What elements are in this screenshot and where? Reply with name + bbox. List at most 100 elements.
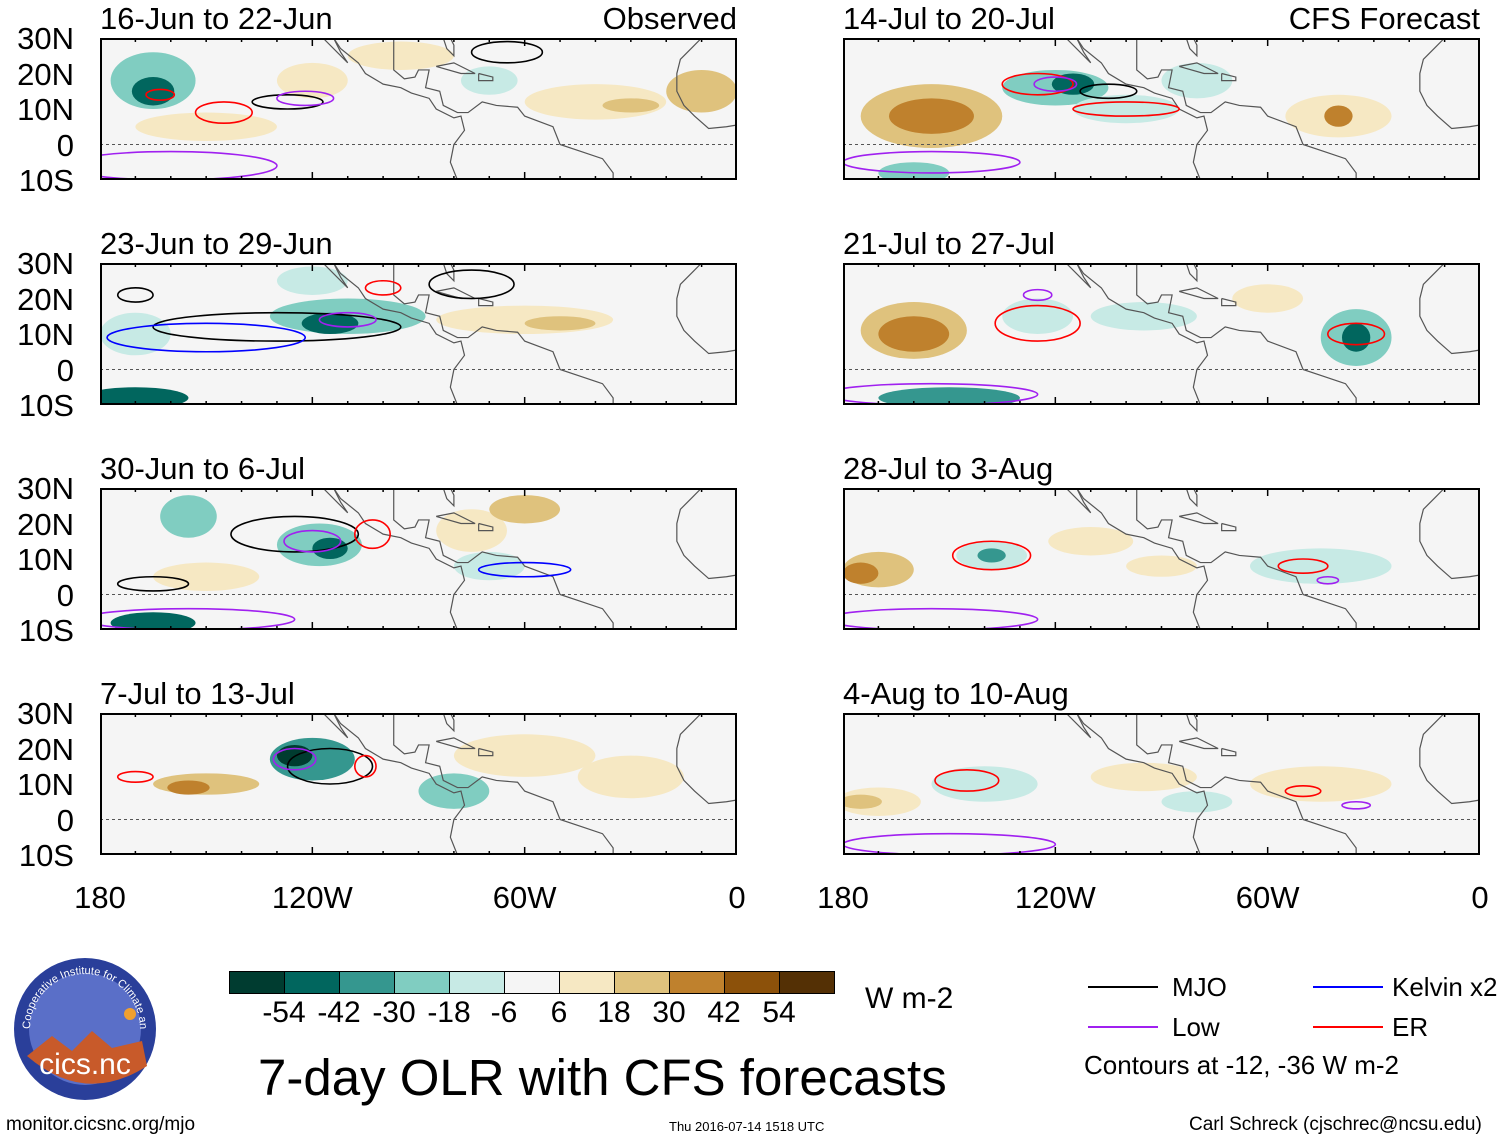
panel-source-tag: CFS Forecast xyxy=(1288,1,1480,36)
coastline xyxy=(1185,488,1198,508)
lon-label: 180 xyxy=(74,880,126,915)
colorbar-swatch xyxy=(449,971,505,994)
olr-anomaly-region xyxy=(276,266,348,295)
coastline xyxy=(478,297,494,307)
wave-contour xyxy=(152,311,402,342)
olr-anomaly-region xyxy=(602,98,660,113)
coastline xyxy=(436,512,476,525)
olr-anomaly-region xyxy=(843,562,879,584)
coastline xyxy=(436,737,476,750)
legend-line-mjo xyxy=(1088,986,1158,988)
coastline xyxy=(1076,38,1209,180)
olr-anomaly-region xyxy=(878,162,950,180)
wave-contour xyxy=(353,754,377,778)
coastline xyxy=(1076,263,1209,405)
colorbar-swatch xyxy=(614,971,670,994)
map-background xyxy=(100,263,737,405)
colorbar-swatch xyxy=(559,971,615,994)
colorbar-label: 42 xyxy=(707,996,741,1029)
olr-anomaly-region xyxy=(1249,548,1392,584)
olr-anomaly-region xyxy=(843,794,882,809)
wave-contour xyxy=(194,101,253,125)
coastline xyxy=(393,713,614,855)
lat-label: 10N xyxy=(17,542,74,577)
map-panel xyxy=(100,38,737,180)
lat-label: 30N xyxy=(17,471,74,506)
map-panel xyxy=(100,488,737,630)
wave-contour xyxy=(251,94,324,110)
olr-anomaly-region xyxy=(135,112,277,141)
legend-label-er: ER xyxy=(1392,1012,1429,1042)
panel-title: 14-Jul to 20-Jul xyxy=(843,1,1055,36)
coastline xyxy=(1419,488,1480,580)
coastline xyxy=(676,488,737,580)
coastline xyxy=(436,62,476,75)
wave-contour xyxy=(477,561,572,578)
lat-label: 30N xyxy=(17,696,74,731)
wave-contour xyxy=(230,515,360,553)
lat-label: 10N xyxy=(17,767,74,802)
coastline xyxy=(676,38,737,130)
cics-logo: Cooperative Institute for Climate and Sa… xyxy=(8,947,158,1102)
logo-text: cics.nc xyxy=(39,1048,131,1081)
legend-label-mjo: MJO xyxy=(1172,972,1227,1002)
olr-anomaly-region xyxy=(153,562,260,591)
wave-contour xyxy=(843,607,1039,630)
coastline xyxy=(333,713,466,855)
coastline xyxy=(442,488,455,508)
map-panel xyxy=(843,38,1480,180)
footer-url[interactable]: monitor.cicsnc.org/mjo xyxy=(6,1114,196,1135)
panel-title: 28-Jul to 3-Aug xyxy=(843,451,1054,486)
legend-label-low: Low xyxy=(1172,1012,1220,1042)
olr-anomaly-region xyxy=(577,755,684,799)
olr-anomaly-region xyxy=(1341,323,1371,352)
olr-anomaly-region xyxy=(1048,527,1134,556)
lat-label: 10N xyxy=(17,317,74,352)
figure-title: 7-day OLR with CFS forecasts xyxy=(258,1049,947,1106)
olr-anomaly-region xyxy=(1232,284,1304,313)
logo-globe-icon: Cooperative Institute for Climate and Sa… xyxy=(8,947,156,1100)
olr-anomaly-region xyxy=(453,551,525,581)
map-panel xyxy=(843,713,1480,855)
coastline xyxy=(1221,522,1237,532)
wave-contour xyxy=(286,747,374,785)
olr-anomaly-region xyxy=(347,41,454,70)
wave-contour xyxy=(318,311,377,328)
olr-anomaly-region xyxy=(276,62,348,99)
olr-anomaly-region xyxy=(889,98,974,134)
colorbar-swatch xyxy=(779,971,835,994)
olr-anomaly-region xyxy=(436,509,507,552)
wave-contour xyxy=(116,770,154,784)
olr-anomaly-region xyxy=(878,387,1020,405)
coastline xyxy=(442,263,455,283)
map-panel xyxy=(843,488,1480,630)
olr-anomaly-region xyxy=(1324,105,1353,127)
lat-label: 30N xyxy=(17,246,74,281)
coastline xyxy=(1179,62,1219,75)
coastline xyxy=(322,713,349,739)
olr-anomaly-region xyxy=(100,387,189,405)
coastline xyxy=(1065,263,1092,289)
lat-label: 10S xyxy=(18,613,74,648)
coastline xyxy=(333,263,466,405)
coastline xyxy=(442,38,455,58)
coastline xyxy=(478,72,494,82)
coastline xyxy=(1419,38,1480,130)
wave-contour xyxy=(272,747,317,771)
coastline xyxy=(333,38,466,180)
wave-contour xyxy=(1033,76,1078,93)
coastline xyxy=(478,747,494,757)
legend-line-low xyxy=(1088,1026,1158,1028)
coastline xyxy=(1076,488,1209,630)
olr-anomaly-region xyxy=(160,495,217,538)
wave-contour xyxy=(106,322,307,353)
olr-anomaly-region xyxy=(524,316,596,331)
lat-label: 0 xyxy=(56,127,74,163)
panel-title: 4-Aug to 10-Aug xyxy=(843,676,1069,711)
coastline xyxy=(393,263,614,405)
olr-anomaly-region xyxy=(931,766,1038,802)
coastline xyxy=(322,38,349,64)
wave-contour xyxy=(951,540,1032,571)
lon-label: 60W xyxy=(492,880,557,915)
coastline xyxy=(1179,512,1219,525)
